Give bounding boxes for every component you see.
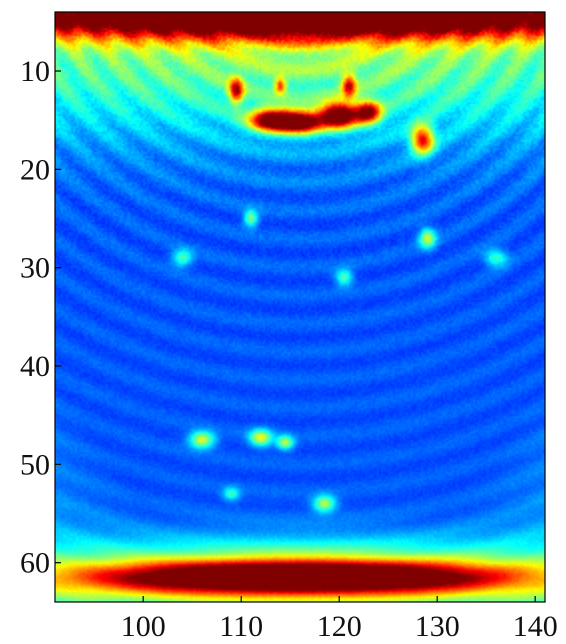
heatmap-image: [55, 12, 545, 602]
plot-frame: [54, 11, 546, 603]
x-tick-label: 140: [513, 610, 558, 643]
y-tick-label: 30: [20, 252, 50, 285]
y-tick-label: 40: [20, 350, 50, 383]
x-tick-label: 100: [121, 610, 166, 643]
y-tick-label: 20: [20, 153, 50, 186]
x-tick-label: 130: [415, 610, 460, 643]
y-tick-label: 60: [20, 547, 50, 580]
y-tick-label: 10: [20, 55, 50, 88]
axes: 100 110 120 130 140 10 20 30 40 50 60: [20, 11, 558, 643]
y-tick-label: 50: [20, 448, 50, 481]
x-tick-label: 110: [219, 610, 263, 643]
x-tick-label: 120: [317, 610, 362, 643]
